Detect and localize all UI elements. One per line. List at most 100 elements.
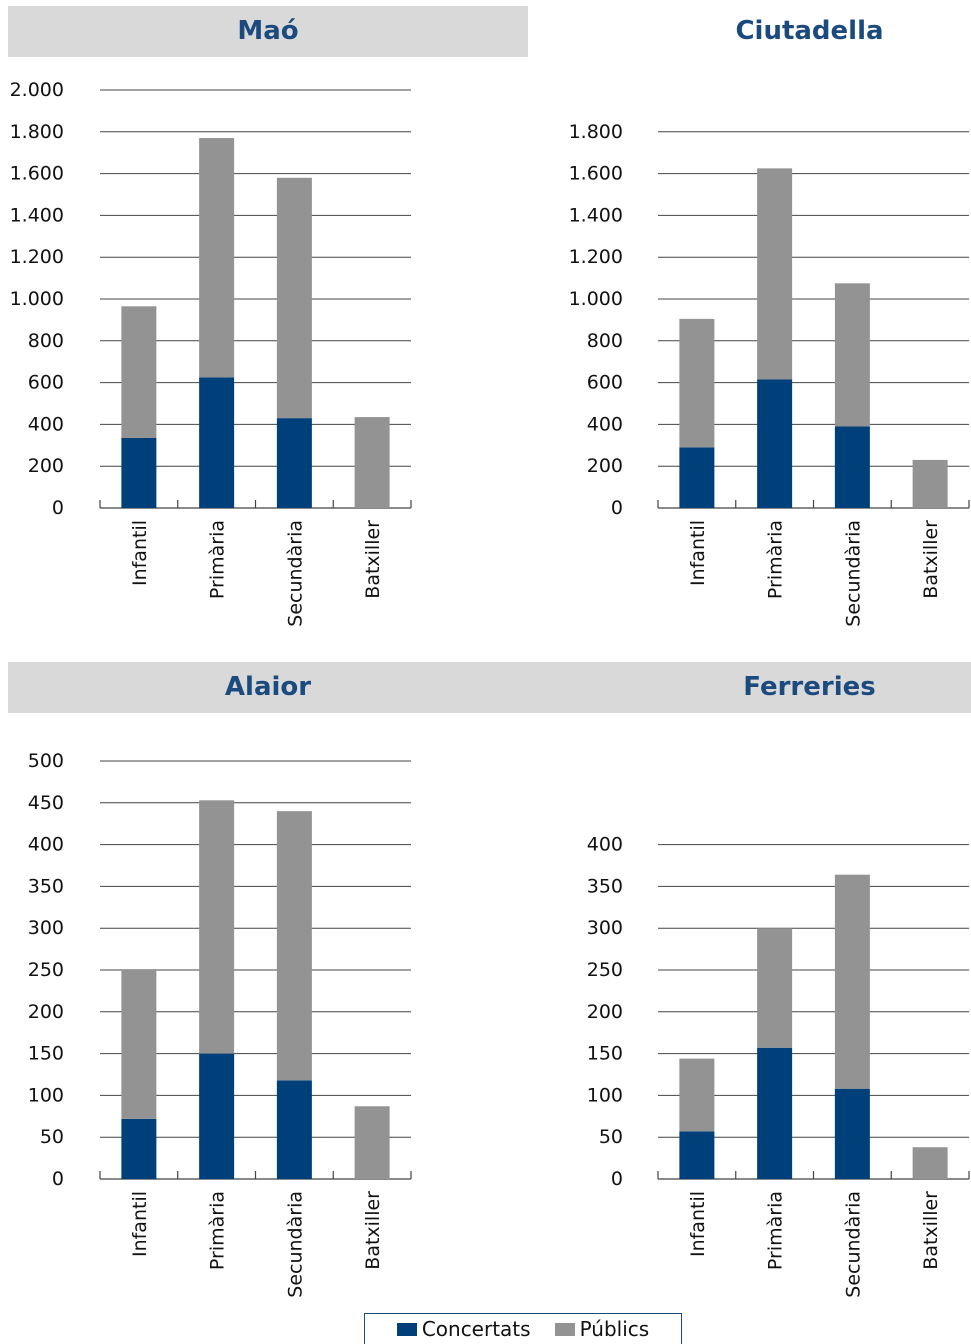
bar-concertats-ciutadella	[679, 447, 715, 508]
y-tick-label-ciutadella: 1.600	[569, 163, 623, 185]
y-tick-label-mao: 0	[52, 497, 64, 519]
bar-concertats-alaior	[121, 1118, 157, 1179]
x-tick-label-mao: Secundària	[284, 520, 306, 627]
chart-title-ciutadella: Ciutadella	[735, 16, 884, 46]
legend-swatch-publics	[554, 1322, 575, 1336]
y-tick-label-alaior: 150	[28, 1043, 64, 1065]
y-tick-label-ferreries: 200	[587, 1001, 623, 1023]
y-tick-label-mao: 800	[28, 330, 64, 352]
x-tick-label-alaior: Infantil	[129, 1191, 151, 1257]
bar-concertats-ciutadella	[834, 426, 870, 508]
bar-publics-ferreries	[679, 1058, 715, 1132]
bar-publics-ciutadella	[912, 459, 948, 508]
bar-publics-mao	[121, 306, 157, 438]
bar-publics-ferreries	[757, 928, 793, 1048]
y-tick-label-alaior: 300	[28, 917, 64, 939]
bar-publics-mao	[276, 177, 312, 419]
y-tick-label-alaior: 100	[28, 1084, 64, 1106]
x-tick-label-mao: Primària	[207, 520, 229, 599]
bar-publics-ferreries	[912, 1147, 948, 1179]
y-tick-label-ciutadella: 0	[611, 497, 623, 519]
x-tick-label-ciutadella: Batxiller	[920, 520, 942, 599]
y-tick-label-mao: 400	[28, 413, 64, 435]
y-tick-label-ferreries: 100	[587, 1084, 623, 1106]
y-tick-label-mao: 200	[28, 455, 64, 477]
bar-publics-alaior	[354, 1106, 390, 1179]
y-tick-label-ciutadella: 400	[587, 413, 623, 435]
bar-concertats-ferreries	[757, 1047, 793, 1179]
y-tick-label-ciutadella: 800	[587, 330, 623, 352]
x-tick-label-ciutadella: Infantil	[687, 520, 709, 586]
y-tick-label-mao: 1.000	[10, 288, 64, 310]
y-tick-label-mao: 2.000	[10, 79, 64, 101]
y-tick-label-ferreries: 0	[611, 1168, 623, 1190]
y-tick-label-alaior: 350	[28, 875, 64, 897]
bar-publics-alaior	[199, 800, 235, 1054]
y-tick-label-ciutadella: 1.200	[569, 246, 623, 268]
y-tick-label-mao: 1.800	[10, 121, 64, 143]
y-tick-label-mao: 600	[28, 372, 64, 394]
legend-label-concertats: Concertats	[421, 1317, 531, 1341]
y-tick-label-ferreries: 150	[587, 1043, 623, 1065]
chart-title-mao: Maó	[237, 16, 299, 46]
bar-publics-ciutadella	[834, 283, 870, 427]
x-tick-label-alaior: Batxiller	[362, 1191, 384, 1270]
y-tick-label-ciutadella: 1.000	[569, 288, 623, 310]
chart-title-alaior: Alaior	[224, 672, 312, 702]
panel-header-right-bottom	[528, 662, 971, 713]
bar-concertats-ferreries	[834, 1088, 870, 1179]
bar-concertats-ciutadella	[757, 379, 793, 508]
y-tick-label-alaior: 500	[28, 750, 64, 772]
bar-publics-mao	[199, 138, 235, 378]
x-tick-label-alaior: Secundària	[284, 1191, 306, 1298]
legend: Concertats Públics	[364, 1313, 682, 1344]
y-tick-label-mao: 1.600	[10, 163, 64, 185]
y-tick-label-alaior: 0	[52, 1168, 64, 1190]
x-tick-label-ciutadella: Primària	[765, 520, 787, 599]
legend-item-publics: Públics	[554, 1317, 650, 1341]
legend-item-concertats: Concertats	[396, 1317, 531, 1341]
bar-concertats-alaior	[199, 1053, 235, 1179]
y-tick-label-mao: 1.400	[10, 204, 64, 226]
y-tick-label-ferreries: 400	[587, 834, 623, 856]
x-tick-label-ferreries: Primària	[765, 1191, 787, 1270]
y-tick-label-ferreries: 250	[587, 959, 623, 981]
y-tick-label-ferreries: 300	[587, 917, 623, 939]
bar-concertats-mao	[276, 418, 312, 508]
y-tick-label-ferreries: 350	[587, 875, 623, 897]
bar-concertats-alaior	[276, 1080, 312, 1179]
y-tick-label-ciutadella: 1.800	[569, 121, 623, 143]
y-tick-label-alaior: 400	[28, 834, 64, 856]
x-tick-label-mao: Batxiller	[362, 520, 384, 599]
x-tick-label-mao: Infantil	[129, 520, 151, 586]
y-tick-label-alaior: 450	[28, 792, 64, 814]
x-tick-label-ciutadella: Secundària	[842, 520, 864, 627]
bar-publics-ferreries	[834, 874, 870, 1089]
chart-title-ferreries: Ferreries	[743, 672, 876, 702]
bar-concertats-ferreries	[679, 1131, 715, 1179]
bar-publics-ciutadella	[679, 318, 715, 448]
bar-publics-alaior	[121, 970, 157, 1119]
bar-publics-mao	[354, 417, 390, 508]
legend-label-publics: Públics	[579, 1317, 650, 1341]
legend-swatch-concertats	[396, 1322, 417, 1336]
bar-concertats-mao	[199, 377, 235, 508]
y-tick-label-alaior: 250	[28, 959, 64, 981]
bar-publics-alaior	[276, 811, 312, 1081]
y-tick-label-alaior: 50	[40, 1126, 64, 1148]
x-tick-label-ferreries: Secundària	[842, 1191, 864, 1298]
bar-concertats-mao	[121, 437, 157, 508]
panel-header-left-bottom	[8, 662, 528, 713]
y-tick-label-ciutadella: 600	[587, 372, 623, 394]
y-tick-label-ciutadella: 200	[587, 455, 623, 477]
y-tick-label-mao: 1.200	[10, 246, 64, 268]
x-tick-label-ferreries: Batxiller	[920, 1191, 942, 1270]
x-tick-label-ferreries: Infantil	[687, 1191, 709, 1257]
x-tick-label-alaior: Primària	[207, 1191, 229, 1270]
y-tick-label-ciutadella: 1.400	[569, 204, 623, 226]
bar-publics-ciutadella	[757, 168, 793, 380]
y-tick-label-ferreries: 50	[599, 1126, 623, 1148]
y-tick-label-alaior: 200	[28, 1001, 64, 1023]
panel-header-left-top	[8, 6, 528, 57]
